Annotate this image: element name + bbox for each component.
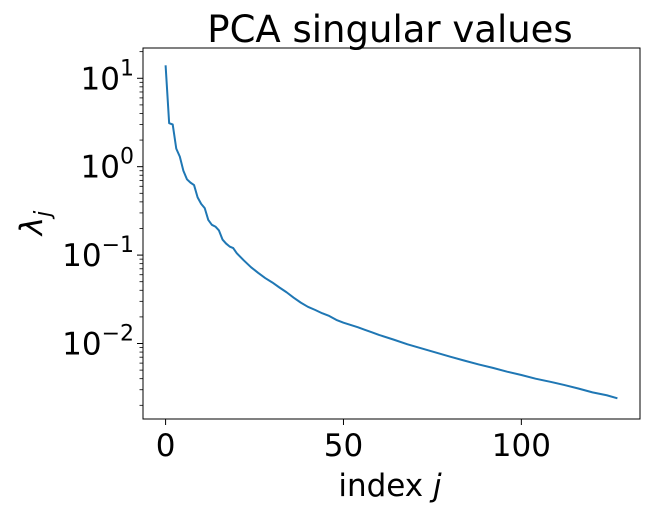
chart-title: PCA singular values bbox=[207, 8, 572, 51]
y-axis-label: λj bbox=[14, 210, 56, 237]
y-tick-label: 100 bbox=[81, 145, 134, 186]
x-tick-label: 100 bbox=[492, 428, 551, 464]
x-tick-label: 0 bbox=[156, 428, 176, 464]
x-tick-label: 50 bbox=[324, 428, 363, 464]
singular-values-line bbox=[164, 65, 618, 400]
x-axis: 0 50 100 bbox=[156, 419, 551, 464]
y-tick-label: 101 bbox=[81, 56, 134, 97]
y-tick-label: 10−1 bbox=[62, 233, 134, 274]
y-tick-label: 10−2 bbox=[62, 322, 134, 363]
x-axis-label: index j bbox=[338, 468, 442, 504]
y-axis: 10−2 10−1 100 101 bbox=[62, 51, 143, 406]
plot-area-frame bbox=[142, 47, 641, 420]
